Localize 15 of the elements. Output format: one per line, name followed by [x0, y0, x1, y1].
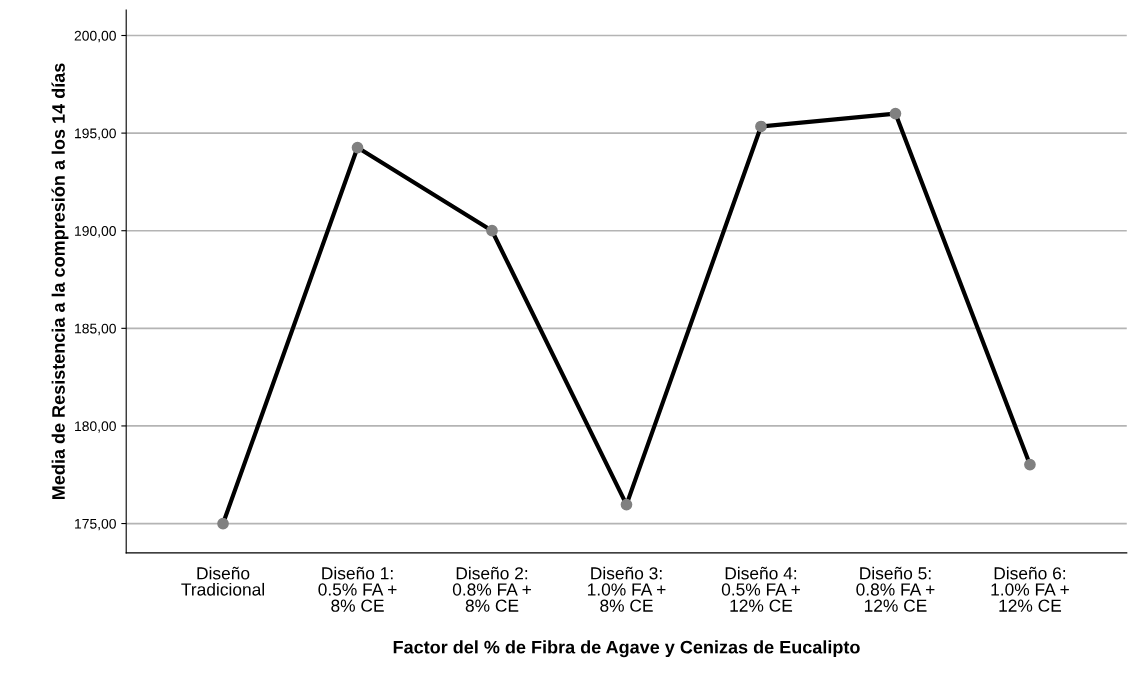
y-tick-label: 190,00 [75, 226, 116, 238]
y-axis-title: Media de Resistencia a la compresión a los 14 días [51, 63, 69, 500]
x-tick-label: Diseño 1: 0.5% FA + 8% CE [318, 566, 397, 612]
x-tick-label: Diseño 5: 0.8% FA + 12% CE [856, 566, 935, 612]
x-tick-label: Diseño Tradicional [181, 566, 265, 596]
x-axis-title: Factor del % de Fibra de Agave y Cenizas de Eucalipto [393, 640, 860, 658]
x-tick-label: Diseño 4: 0.5% FA + 12% CE [721, 566, 800, 612]
x-tick-label: Diseño 6: 1.0% FA + 12% CE [991, 566, 1069, 612]
x-tick-label: Diseño 2: 0.8% FA + 8% CE [452, 566, 531, 612]
y-tick-label: 195,00 [75, 128, 116, 140]
y-tick-label: 200,00 [74, 30, 116, 43]
x-tick-label: Diseño 3: 1.0% FA + 8% CE [588, 566, 666, 612]
y-tick-label: 180,00 [75, 421, 116, 433]
y-tick-label: 185,00 [75, 323, 116, 336]
y-tick-label: 175,00 [75, 518, 116, 531]
